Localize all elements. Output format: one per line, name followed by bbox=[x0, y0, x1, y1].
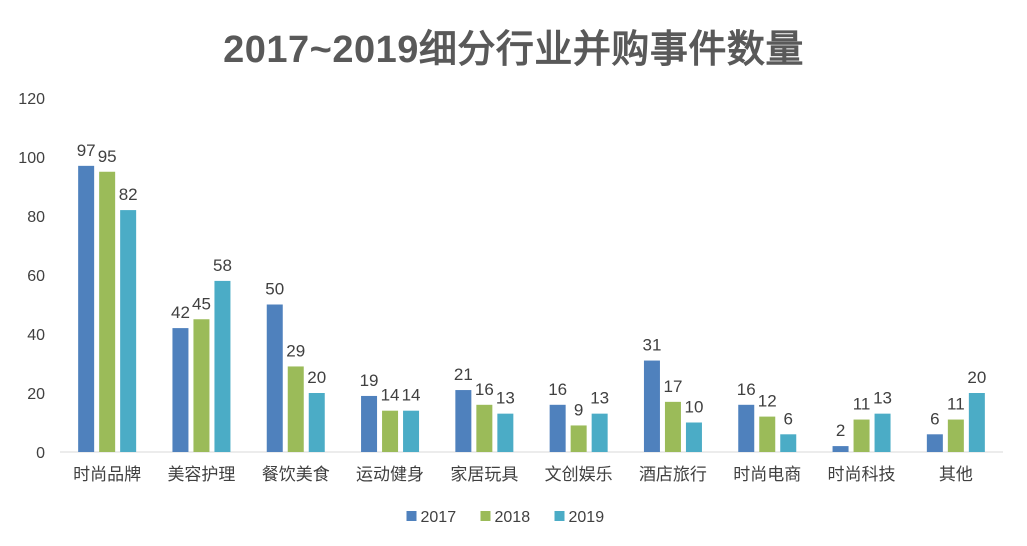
bar-2018-6 bbox=[570, 425, 587, 452]
data-label: 16 bbox=[475, 380, 494, 399]
bar-2019-2 bbox=[214, 280, 231, 452]
data-label: 12 bbox=[758, 392, 777, 411]
bar-2017-9 bbox=[832, 446, 849, 452]
data-label: 10 bbox=[684, 398, 703, 417]
bar-2017-3 bbox=[266, 304, 283, 452]
y-tick-label: 0 bbox=[36, 445, 45, 462]
category-label: 其他 bbox=[939, 465, 973, 484]
data-label: 13 bbox=[590, 389, 609, 408]
data-label: 95 bbox=[98, 147, 117, 166]
legend-swatch-2019 bbox=[554, 511, 565, 521]
bar-2018-8 bbox=[759, 416, 776, 452]
category-label: 运动健身 bbox=[356, 465, 424, 484]
bar-2017-7 bbox=[643, 360, 660, 452]
y-tick-label: 120 bbox=[18, 91, 45, 108]
bar-2019-1 bbox=[120, 210, 137, 452]
legend-label: 2017 bbox=[421, 509, 457, 526]
data-label: 82 bbox=[119, 185, 138, 204]
bar-2017-8 bbox=[738, 404, 755, 452]
data-label: 42 bbox=[171, 303, 190, 322]
data-label: 14 bbox=[402, 386, 421, 405]
category-labels-group: 时尚品牌 美容护理 餐饮美食 运动健身 家居玩具 文创娱乐 酒店旅行 时尚电商 时尚科技 其他 bbox=[73, 465, 973, 484]
legend-swatch-2018 bbox=[480, 511, 491, 521]
data-label: 20 bbox=[307, 368, 326, 387]
bar-2018-3 bbox=[287, 366, 304, 452]
bars-group bbox=[78, 165, 985, 452]
category-label: 时尚品牌 bbox=[73, 465, 141, 484]
data-label: 31 bbox=[642, 336, 661, 355]
bar-2019-6 bbox=[591, 413, 608, 452]
data-label: 29 bbox=[286, 341, 305, 360]
bar-2019-4 bbox=[403, 410, 420, 452]
data-label: 6 bbox=[784, 409, 793, 428]
category-label: 文创娱乐 bbox=[545, 465, 613, 484]
bar-2018-5 bbox=[476, 404, 493, 452]
data-label: 9 bbox=[574, 400, 583, 419]
legend-label: 2018 bbox=[495, 509, 531, 526]
data-label: 2 bbox=[836, 421, 845, 440]
bar-2017-1 bbox=[78, 165, 95, 452]
bar-2018-1 bbox=[99, 171, 116, 452]
category-label: 家居玩具 bbox=[450, 465, 518, 484]
bar-2017-5 bbox=[455, 390, 472, 452]
data-label: 13 bbox=[873, 389, 892, 408]
bar-2019-10 bbox=[968, 393, 985, 452]
bar-2018-10 bbox=[947, 419, 964, 452]
data-label: 11 bbox=[853, 395, 871, 414]
data-label: 19 bbox=[360, 371, 379, 390]
bar-2017-10 bbox=[926, 434, 943, 452]
data-label: 13 bbox=[496, 389, 515, 408]
data-label: 16 bbox=[737, 380, 756, 399]
y-tick-label: 100 bbox=[18, 150, 45, 167]
data-label: 97 bbox=[77, 141, 96, 160]
legend-label: 2019 bbox=[569, 509, 605, 526]
legend-swatch-2017 bbox=[406, 511, 417, 521]
y-axis-tick-labels: 0 20 40 60 80 100 120 bbox=[18, 91, 45, 462]
bar-2017-4 bbox=[361, 395, 378, 452]
category-label: 时尚科技 bbox=[828, 465, 896, 484]
bar-2019-8 bbox=[780, 434, 797, 452]
data-label: 45 bbox=[192, 294, 211, 313]
bar-2019-3 bbox=[308, 393, 325, 452]
data-label: 20 bbox=[967, 368, 986, 387]
data-label: 50 bbox=[265, 280, 284, 299]
y-tick-label: 60 bbox=[27, 268, 45, 285]
category-label: 时尚电商 bbox=[733, 465, 801, 484]
data-label: 17 bbox=[663, 377, 682, 396]
bar-2017-6 bbox=[549, 404, 566, 452]
data-label: 58 bbox=[213, 256, 232, 275]
y-tick-label: 80 bbox=[27, 209, 45, 226]
category-label: 美容护理 bbox=[167, 465, 235, 484]
bar-2019-7 bbox=[685, 422, 702, 452]
category-label: 餐饮美食 bbox=[262, 465, 330, 484]
chart-title: 2017~2019细分行业并购事件数量 bbox=[223, 29, 804, 71]
bar-2018-4 bbox=[382, 410, 399, 452]
data-label: 21 bbox=[454, 365, 473, 384]
data-label: 11 bbox=[947, 395, 965, 414]
y-tick-label: 40 bbox=[27, 327, 45, 344]
bar-2018-2 bbox=[193, 319, 210, 452]
category-label: 酒店旅行 bbox=[639, 465, 707, 484]
data-label: 16 bbox=[548, 380, 567, 399]
bar-2017-2 bbox=[172, 328, 189, 452]
legend: 2017 2018 2019 bbox=[406, 509, 605, 526]
data-label: 6 bbox=[930, 409, 939, 428]
data-label: 14 bbox=[381, 386, 400, 405]
y-tick-label: 20 bbox=[27, 386, 45, 403]
bar-2018-7 bbox=[664, 401, 681, 452]
bar-2018-9 bbox=[853, 419, 870, 452]
bar-2019-9 bbox=[874, 413, 891, 452]
bar-2019-5 bbox=[497, 413, 514, 452]
